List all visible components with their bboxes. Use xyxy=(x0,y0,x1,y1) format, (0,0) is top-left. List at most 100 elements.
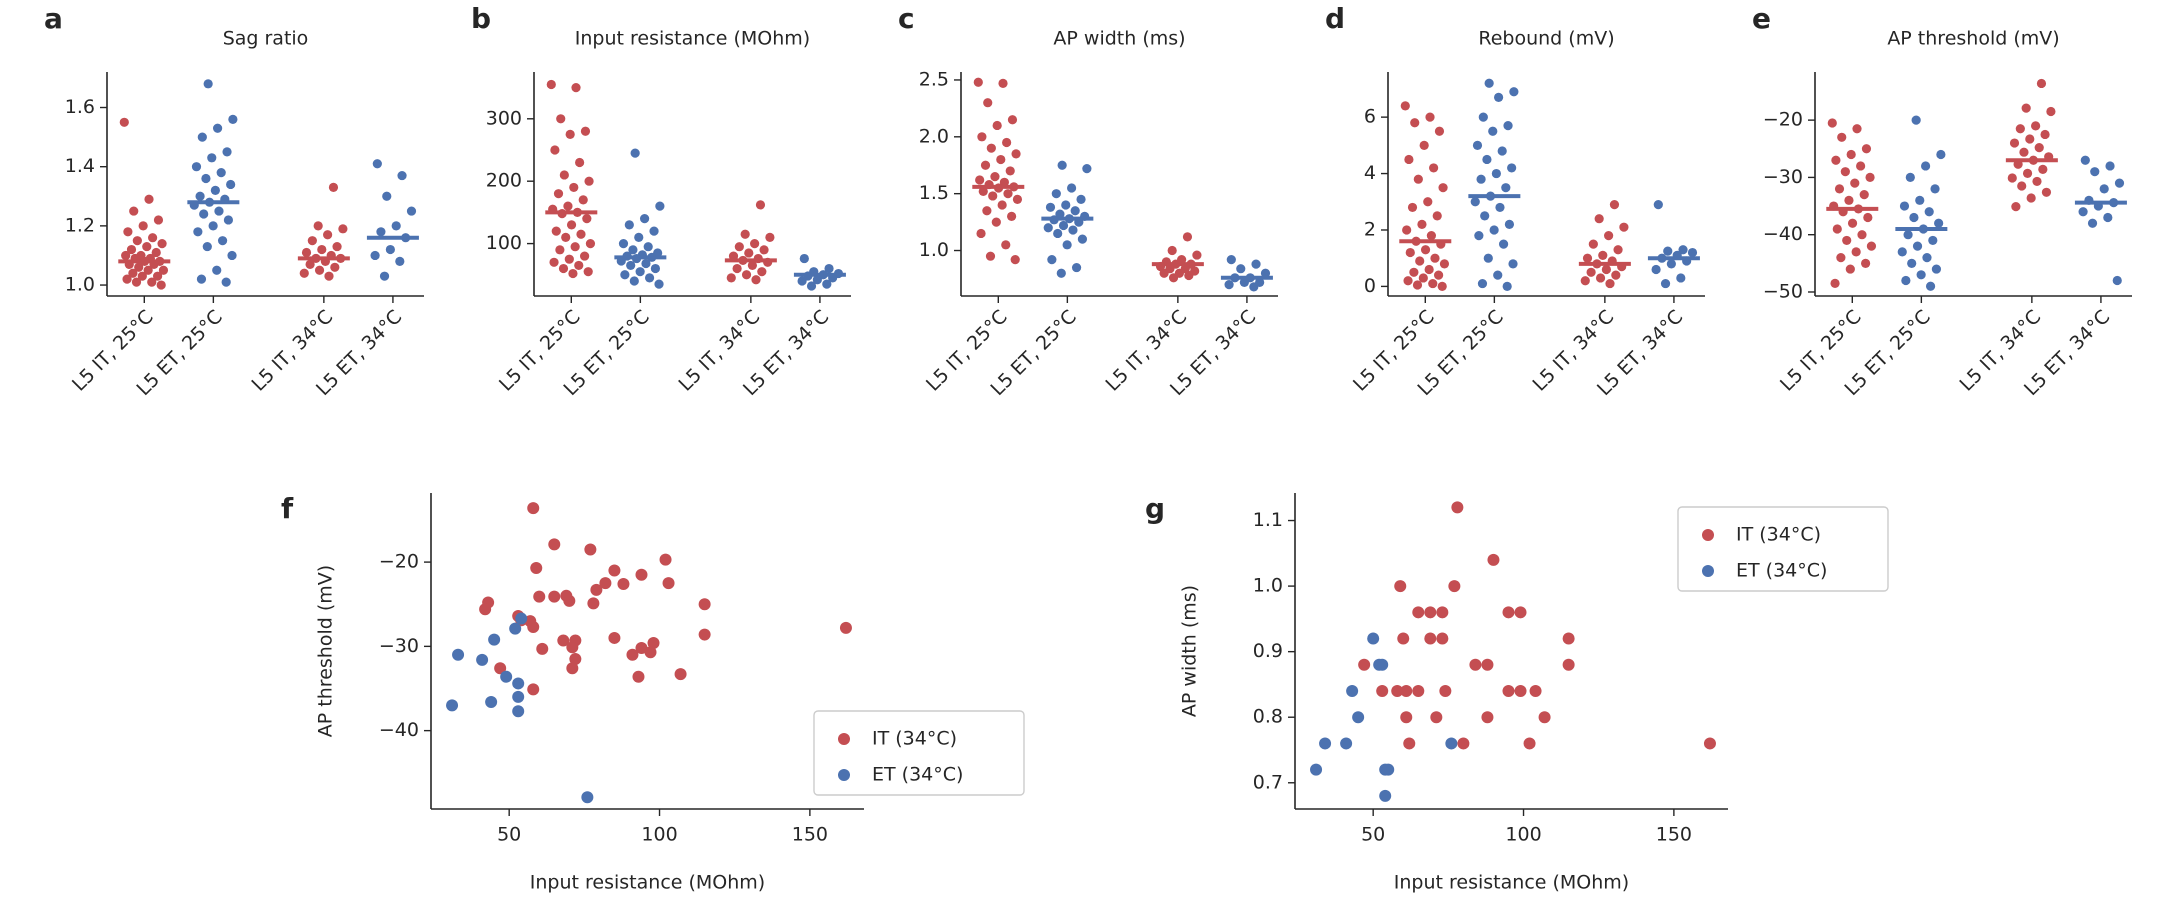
data-point xyxy=(635,267,645,277)
data-point xyxy=(212,265,222,275)
data-point xyxy=(991,217,1001,227)
data-point xyxy=(1502,281,1512,292)
data-point xyxy=(1434,126,1445,136)
data-point xyxy=(1412,684,1425,697)
data-point xyxy=(574,260,584,271)
y-axis-label: AP width (ms) xyxy=(1179,585,1201,717)
data-point xyxy=(1905,172,1915,183)
data-point xyxy=(2011,202,2021,212)
data-point xyxy=(406,206,417,216)
data-point xyxy=(1501,183,1511,193)
data-point xyxy=(515,612,528,625)
data-point xyxy=(1498,239,1509,249)
data-point xyxy=(1931,264,1942,274)
data-point xyxy=(1448,580,1461,593)
data-point xyxy=(1007,211,1017,222)
data-point xyxy=(581,791,594,804)
data-point xyxy=(1508,259,1518,269)
data-point xyxy=(1827,118,1837,128)
data-point xyxy=(2021,103,2031,113)
data-point xyxy=(1865,172,1875,183)
data-point xyxy=(1529,684,1542,697)
y-tick-label: −40 xyxy=(1763,223,1803,245)
data-point xyxy=(1912,241,1923,251)
data-point xyxy=(1430,711,1443,724)
data-point xyxy=(2022,168,2033,179)
y-tick-label: 2.5 xyxy=(919,68,949,90)
data-point xyxy=(1005,166,1015,176)
data-point xyxy=(148,233,158,243)
data-point xyxy=(2080,155,2090,165)
data-point xyxy=(1832,224,1842,234)
data-point xyxy=(1400,684,1413,697)
data-point xyxy=(323,230,333,240)
data-point xyxy=(1003,189,1013,199)
data-point xyxy=(1514,606,1527,619)
data-point xyxy=(734,242,744,252)
data-point xyxy=(1415,256,1425,266)
data-point xyxy=(583,267,593,277)
data-point xyxy=(385,244,395,255)
data-point xyxy=(1010,255,1020,265)
data-point xyxy=(1481,658,1494,671)
data-point xyxy=(1487,553,1500,566)
data-point xyxy=(137,271,147,281)
data-point xyxy=(1352,711,1365,724)
data-point xyxy=(1061,200,1071,210)
data-point xyxy=(1410,118,1420,128)
data-point xyxy=(1432,211,1442,221)
data-point xyxy=(988,191,998,201)
y-tick-label: −40 xyxy=(379,719,419,741)
data-point xyxy=(2046,106,2056,117)
data-point xyxy=(556,114,566,124)
data-point xyxy=(1830,278,1840,288)
data-point xyxy=(561,232,571,242)
data-point xyxy=(1846,149,1856,160)
y-tick-label: 1.5 xyxy=(919,182,949,204)
data-point xyxy=(1011,149,1021,159)
data-point xyxy=(2034,143,2044,153)
data-point xyxy=(1400,711,1413,724)
data-point xyxy=(617,578,630,591)
data-point xyxy=(635,642,648,655)
data-point xyxy=(299,268,309,278)
data-point xyxy=(301,247,312,258)
data-point xyxy=(1062,240,1072,250)
data-point xyxy=(824,263,834,274)
data-point xyxy=(1436,606,1449,619)
data-point xyxy=(674,668,687,681)
data-point xyxy=(1472,140,1483,150)
data-point xyxy=(217,236,228,246)
data-point xyxy=(1663,246,1673,256)
data-point xyxy=(582,214,592,224)
data-point xyxy=(216,168,226,178)
data-point xyxy=(1439,684,1452,697)
data-point xyxy=(1402,225,1412,235)
data-point xyxy=(569,653,582,666)
data-point xyxy=(1260,268,1271,278)
data-point xyxy=(806,281,817,291)
data-point xyxy=(1844,195,1854,205)
data-point xyxy=(1509,87,1519,97)
data-point xyxy=(1481,711,1494,724)
data-point xyxy=(732,263,742,274)
data-point xyxy=(129,206,139,216)
data-point xyxy=(822,279,832,289)
data-point xyxy=(1562,658,1575,671)
x-tick-label: 50 xyxy=(1361,824,1385,846)
data-point xyxy=(812,275,822,285)
data-point xyxy=(1916,270,1926,280)
y-tick-label: −50 xyxy=(1763,280,1803,302)
data-point xyxy=(1514,684,1527,697)
data-point xyxy=(203,79,213,89)
data-point xyxy=(590,583,603,596)
data-point xyxy=(530,561,543,574)
data-point xyxy=(639,214,650,224)
data-point xyxy=(119,117,129,127)
data-point xyxy=(655,201,665,211)
data-point xyxy=(1493,92,1504,102)
legend-label: IT (34°C) xyxy=(872,728,957,750)
legend: IT (34°C) ET (34°C) xyxy=(813,710,1025,796)
data-point xyxy=(1055,209,1065,219)
